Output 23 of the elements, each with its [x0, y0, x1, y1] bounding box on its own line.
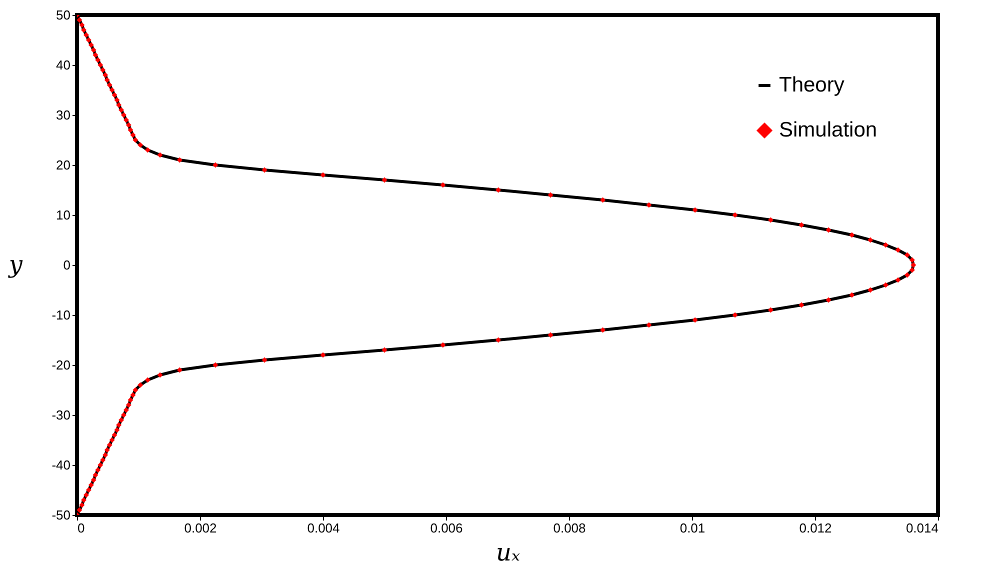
y-tick-label: -10	[52, 308, 70, 322]
x-tick-label: 0.012	[799, 520, 832, 536]
y-tick-label: 30	[56, 108, 70, 122]
x-axis-title: uₓ	[496, 538, 520, 566]
y-tick-label: 10	[56, 208, 70, 222]
x-tick-label: 0.004	[307, 520, 340, 536]
y-tick-label: -50	[52, 508, 70, 522]
y-tick-label: 0	[63, 258, 70, 272]
x-tick-label: 0.008	[553, 520, 586, 536]
y-tick-label: -20	[52, 358, 70, 372]
y-tick-label: 40	[56, 58, 70, 72]
y-tick-label: -30	[52, 408, 70, 422]
y-tick-label: 20	[56, 158, 70, 172]
legend-label: Simulation	[779, 118, 878, 142]
y-tick-label: 50	[56, 8, 70, 22]
x-tick-label: 0	[78, 520, 85, 536]
x-tick-label: 0.002	[184, 520, 217, 536]
x-tick-label: 0.01	[680, 520, 706, 536]
y-tick-label: -40	[52, 458, 70, 472]
y-axis-title: y	[8, 250, 23, 278]
legend-label: Theory	[779, 74, 845, 96]
x-tick-label: 0.006	[430, 520, 463, 536]
x-tick-label: 0.014	[906, 520, 938, 536]
